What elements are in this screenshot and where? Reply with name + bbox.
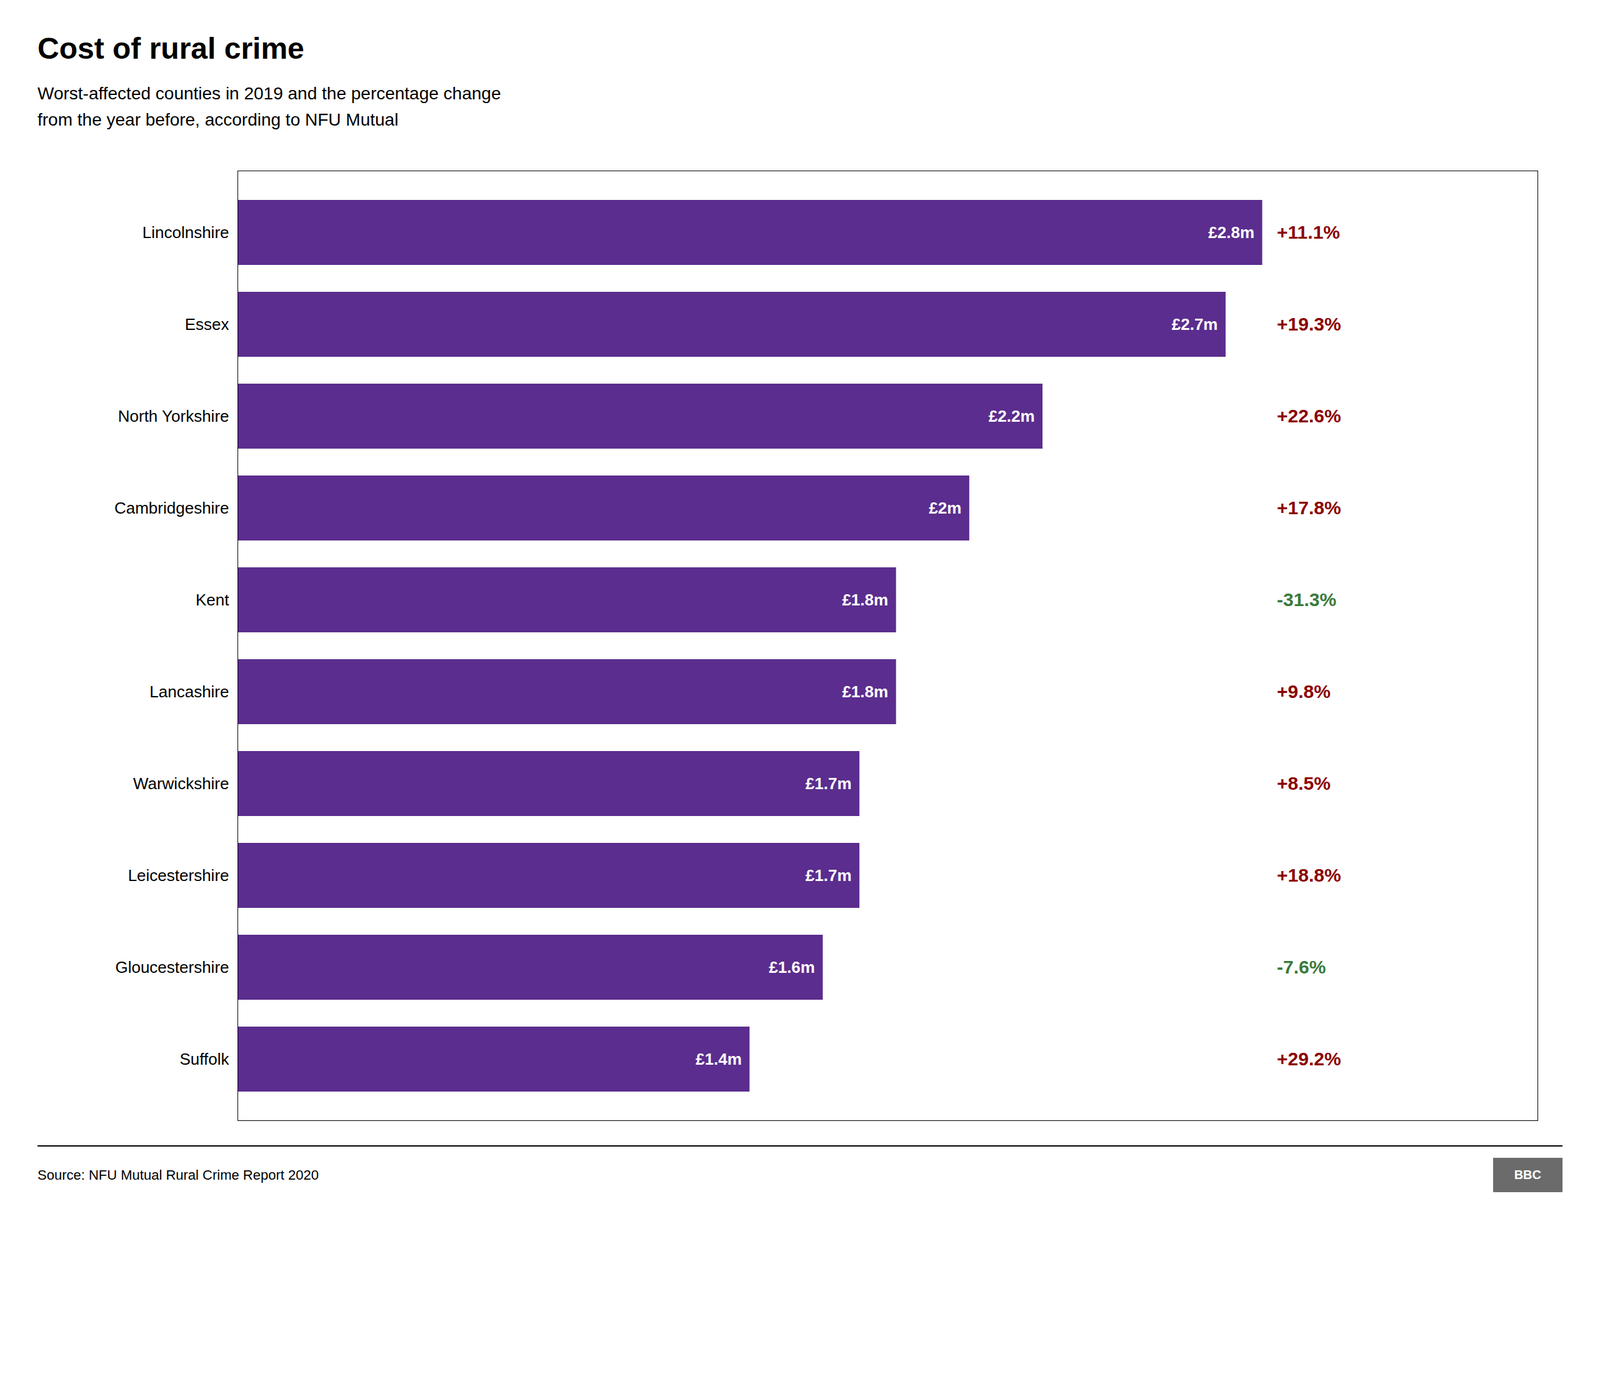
- svg-text:+17.8%: +17.8%: [1276, 497, 1342, 519]
- svg-text:£2.8m: £2.8m: [1208, 223, 1255, 242]
- svg-text:+18.8%: +18.8%: [1276, 865, 1342, 886]
- svg-text:£2.7m: £2.7m: [1171, 315, 1219, 334]
- svg-text:£1.7m: £1.7m: [805, 866, 852, 885]
- svg-text:Essex: Essex: [185, 315, 230, 334]
- svg-text:Gloucestershire: Gloucestershire: [115, 958, 229, 977]
- svg-text:£2m: £2m: [928, 498, 962, 518]
- html-text:Worst-affected counties in 201: Worst-affected counties in 2019 and the …: [37, 83, 501, 130]
- svg-text:£2.2m: £2.2m: [988, 406, 1035, 426]
- svg-text:Lancashire: Lancashire: [149, 682, 229, 702]
- svg-text:Suffolk: Suffolk: [179, 1050, 230, 1069]
- svg-text:£1.7m: £1.7m: [805, 774, 852, 794]
- svg-text:+11.1%: +11.1%: [1276, 221, 1340, 243]
- html-text:Source: NFU Mutual Rural Crime: Source: NFU Mutual Rural Crime Report 20…: [37, 1167, 319, 1183]
- svg-text:+19.3%: +19.3%: [1276, 313, 1342, 335]
- html-text:BBC: BBC: [1514, 1168, 1542, 1182]
- svg-text:+22.6%: +22.6%: [1276, 405, 1342, 427]
- svg-text:£1.8m: £1.8m: [841, 682, 889, 702]
- svg-text:+9.8%: +9.8%: [1276, 681, 1331, 702]
- svg-text:Leicestershire: Leicestershire: [128, 866, 230, 885]
- svg-text:-7.6%: -7.6%: [1276, 956, 1326, 978]
- svg-text:-31.3%: -31.3%: [1276, 589, 1337, 610]
- svg-text:North Yorkshire: North Yorkshire: [118, 406, 230, 426]
- svg-text:£1.4m: £1.4m: [695, 1050, 742, 1069]
- svg-text:+8.5%: +8.5%: [1276, 773, 1331, 794]
- svg-text:+29.2%: +29.2%: [1276, 1048, 1342, 1070]
- svg-text:Warwickshire: Warwickshire: [133, 774, 230, 794]
- svg-text:Cambridgeshire: Cambridgeshire: [114, 498, 230, 518]
- html-text:Cost of rural crime: Cost of rural crime: [37, 31, 305, 65]
- svg-text:£1.8m: £1.8m: [841, 590, 889, 610]
- svg-text:£1.6m: £1.6m: [768, 958, 815, 977]
- svg-text:Lincolnshire: Lincolnshire: [142, 223, 230, 242]
- svg-text:Kent: Kent: [195, 590, 230, 610]
